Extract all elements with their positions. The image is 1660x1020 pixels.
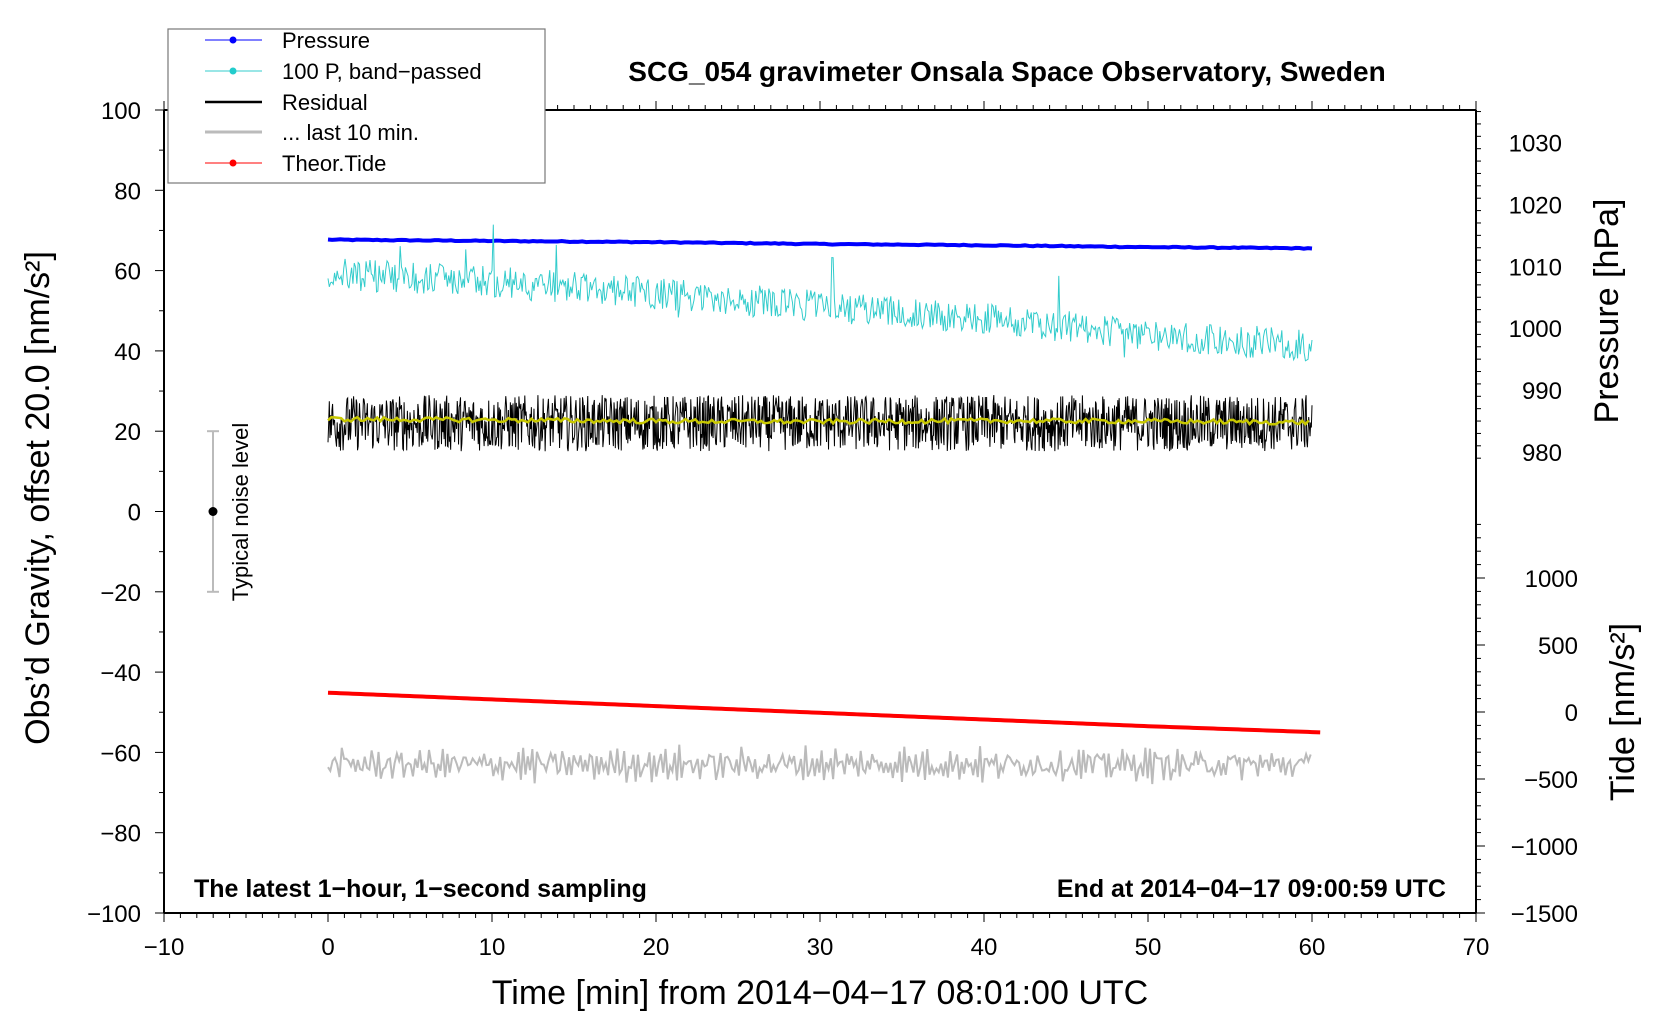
svg-text:100 P, band−passed: 100 P, band−passed — [282, 59, 482, 84]
left-tick-label: −20 — [100, 580, 141, 607]
chart-title: SCG_054 gravimeter Onsala Space Observat… — [628, 56, 1385, 87]
pressure-tick-label: 980 — [1522, 440, 1562, 467]
series-last-10-min — [327, 744, 1312, 785]
left-tick-label: −40 — [100, 660, 141, 687]
series-theor-tide — [327, 690, 1321, 735]
tide-tick-label: 1000 — [1525, 566, 1578, 593]
y-axis-label-pressure: Pressure [hPa] — [1588, 199, 1626, 424]
legend-entry-theor-tide: Theor.Tide — [205, 151, 386, 176]
legend: Pressure 100 P, band−passed Residual ...… — [167, 28, 546, 184]
annotation-bottom-right: End at 2014−04−17 09:00:59 UTC — [1057, 875, 1446, 903]
svg-text:Theor.Tide: Theor.Tide — [282, 151, 386, 176]
series-layer — [327, 224, 1321, 785]
legend-entry-band-passed: 100 P, band−passed — [205, 59, 482, 84]
svg-text:Pressure: Pressure — [282, 28, 370, 53]
svg-text:Residual: Residual — [282, 90, 368, 115]
x-tick-label: 30 — [807, 934, 834, 961]
svg-text:... last 10 min.: ... last 10 min. — [282, 120, 419, 145]
legend-entry-last-10-min: ... last 10 min. — [205, 120, 419, 145]
left-tick-label: −100 — [87, 901, 141, 928]
x-tick-label: 50 — [1135, 934, 1162, 961]
x-tick-label: 70 — [1463, 934, 1490, 961]
x-tick-label: 0 — [321, 934, 334, 961]
y-axis-label-left: Obs’d Gravity, offset 20.0 [nm/s²] — [19, 251, 57, 745]
tide-tick-label: 0 — [1565, 700, 1578, 727]
left-tick-label: 100 — [101, 98, 141, 125]
noise-level-label: Typical noise level — [228, 423, 253, 602]
x-tick-label: 60 — [1299, 934, 1326, 961]
left-tick-label: −80 — [100, 821, 141, 848]
x-tick-label: −10 — [144, 934, 185, 961]
pressure-tick-label: 990 — [1522, 378, 1562, 405]
noise-center-dot — [208, 507, 218, 516]
annotation-bottom-left: The latest 1−hour, 1−second sampling — [194, 875, 647, 903]
tide-tick-label: −1000 — [1511, 834, 1578, 861]
left-tick-label: 60 — [114, 259, 141, 286]
left-tick-label: −60 — [100, 740, 141, 767]
tide-tick-label: −500 — [1524, 767, 1578, 794]
legend-entry-pressure: Pressure — [205, 28, 370, 53]
tide-tick-label: −1500 — [1511, 901, 1578, 928]
pressure-tick-label: 1000 — [1509, 316, 1562, 343]
left-tick-label: 80 — [114, 178, 141, 205]
noise-level-indicator: Typical noise level — [207, 423, 253, 602]
series-100-p-band-passed — [327, 224, 1313, 362]
pressure-tick-label: 1010 — [1509, 254, 1562, 281]
legend-box — [167, 28, 546, 184]
pressure-tick-label: 1020 — [1509, 192, 1562, 219]
x-tick-label: 20 — [643, 934, 670, 961]
tide-tick-label: 500 — [1538, 633, 1578, 660]
x-tick-label: 40 — [971, 934, 998, 961]
y-axis-label-tide: Tide [nm/s²] — [1604, 623, 1642, 801]
x-axis-label: Time [min] from 2014−04−17 08:01:00 UTC — [492, 974, 1148, 1012]
series-residual-smoothed — [327, 415, 1310, 426]
series-residual — [327, 395, 1313, 452]
left-tick-label: 40 — [114, 339, 141, 366]
legend-entry-residual: Residual — [205, 90, 368, 115]
pressure-tick-label: 1030 — [1509, 131, 1562, 158]
left-tick-label: 20 — [114, 419, 141, 446]
left-tick-label: 0 — [128, 500, 141, 527]
series-pressure — [327, 237, 1313, 251]
x-tick-label: 10 — [479, 934, 506, 961]
